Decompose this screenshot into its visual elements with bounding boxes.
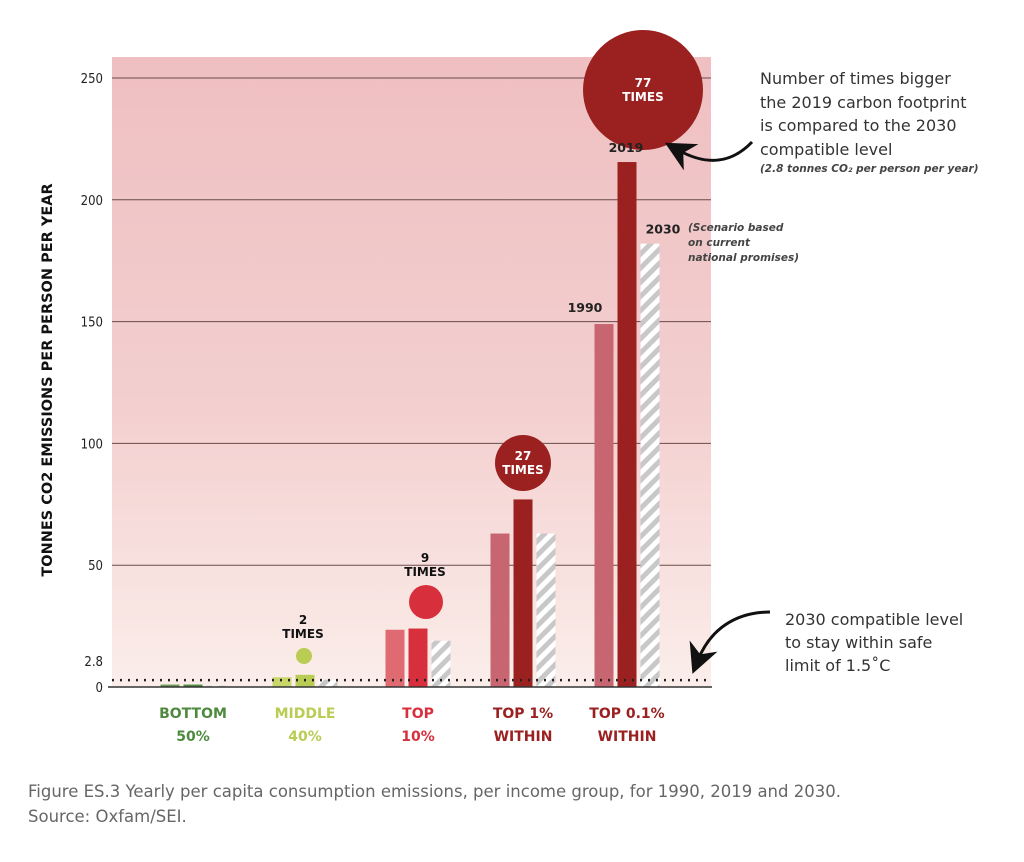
line-note-1: 2030 compatible level — [785, 610, 963, 629]
category-sublabel-1: 40% — [288, 729, 322, 745]
bubble-note-1: Number of times bigger — [760, 69, 951, 88]
caption-line-1: Figure ES.3 Yearly per capita consumptio… — [28, 782, 841, 801]
scenario-note-1: (Scenario based — [688, 222, 784, 234]
bar-2030-1 — [318, 679, 338, 687]
y-tick-100: 100 — [81, 437, 103, 452]
year-label-1990: 1990 — [568, 300, 603, 315]
category-label-1: MIDDLE — [275, 706, 336, 722]
y-tick-200: 200 — [81, 194, 103, 209]
category-sublabel-3: WITHIN — [494, 729, 553, 745]
bar-1990-0 — [160, 684, 180, 687]
bar-2030-3 — [536, 533, 556, 687]
multiplier-bubble-0 — [296, 648, 312, 664]
bar-1990-2 — [385, 629, 405, 687]
multiplier-label-0: TIMES — [282, 627, 323, 641]
category-label-0: BOTTOM — [159, 706, 227, 722]
y-tick-50: 50 — [88, 559, 103, 574]
multiplier-bubble-1 — [409, 585, 443, 619]
y-tick-reference: 2.8 — [84, 655, 103, 670]
bar-2030-2 — [431, 640, 451, 687]
multiplier-label-1: TIMES — [404, 565, 445, 579]
bar-2030-4 — [640, 243, 660, 687]
category-sublabel-4: WITHIN — [598, 729, 657, 745]
year-label-2019: 2019 — [609, 140, 644, 155]
category-label-3: TOP 1% — [493, 706, 553, 722]
category-sublabel-2: 10% — [401, 729, 435, 745]
multiplier-value-1: 9 — [421, 551, 429, 565]
multiplier-bubble-3 — [583, 30, 703, 150]
bubble-note-sub: (2.8 tonnes CO₂ per person per year) — [760, 163, 979, 175]
bar-1990-1 — [272, 677, 292, 687]
bar-2019-3 — [513, 499, 533, 687]
bar-2019-0 — [183, 684, 203, 687]
bar-2019-4 — [617, 162, 637, 688]
bubble-note-4: compatible level — [760, 140, 892, 159]
line-note-2: to stay within safe — [785, 633, 932, 652]
multiplier-label-2: TIMES — [502, 463, 543, 477]
caption-line-2: Source: Oxfam/SEI. — [28, 807, 187, 826]
bubble-note-3: is compared to the 2030 — [760, 116, 957, 135]
y-tick-250: 250 — [81, 72, 103, 87]
multiplier-label-3: TIMES — [622, 90, 663, 104]
line-arrow — [689, 610, 771, 674]
category-label-4: TOP 0.1% — [589, 706, 664, 722]
y-tick-0: 0 — [96, 681, 103, 696]
multiplier-value-2: 27 — [515, 449, 532, 463]
category-sublabel-0: 50% — [176, 729, 210, 745]
multiplier-value-0: 2 — [299, 613, 307, 627]
scenario-note-3: national promises) — [688, 252, 799, 264]
bar-1990-4 — [594, 324, 614, 687]
y-axis-label: TONNES CO2 EMISSIONS PER PERSON PER YEAR — [40, 183, 56, 576]
category-label-2: TOP — [402, 706, 434, 722]
bubble-note-2: the 2019 carbon footprint — [760, 93, 967, 112]
multiplier-value-3: 77 — [635, 76, 652, 90]
multiplier-bubble-2 — [495, 435, 551, 491]
bubble-arrow — [664, 140, 754, 171]
bar-2019-2 — [408, 628, 428, 687]
y-tick-150: 150 — [81, 316, 103, 331]
line-note-3: limit of 1.5˚C — [785, 656, 890, 675]
bar-1990-3 — [490, 533, 510, 687]
scenario-note-2: on current — [688, 237, 751, 249]
year-label-2030: 2030 — [646, 222, 681, 237]
